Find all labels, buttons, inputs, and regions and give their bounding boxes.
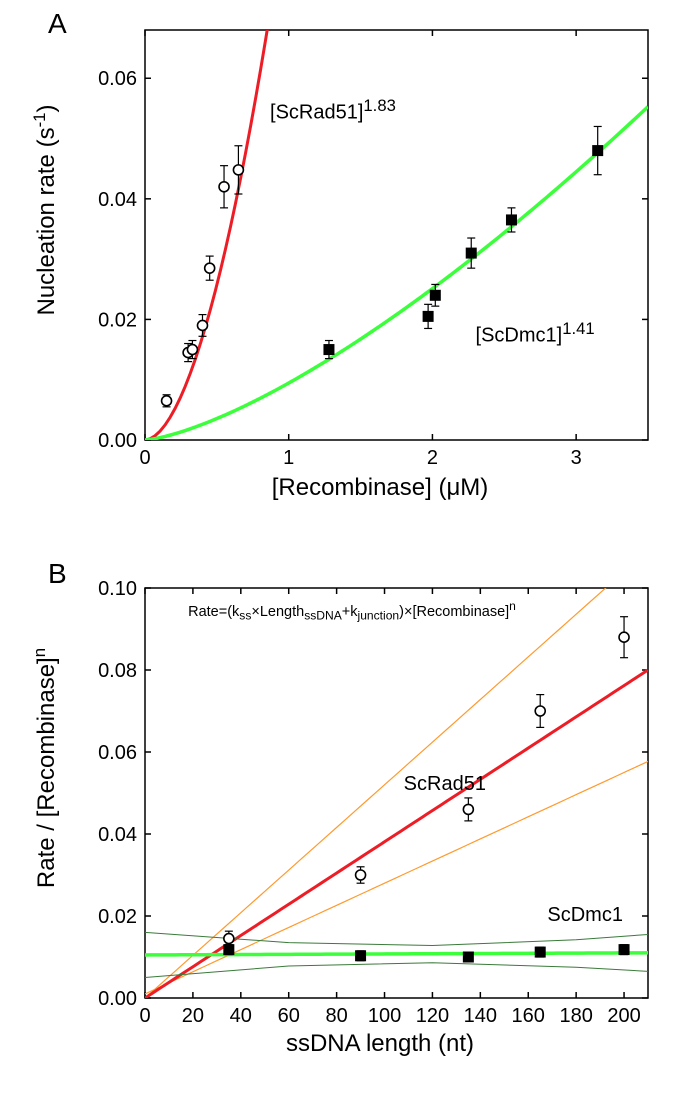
svg-text:120: 120 — [416, 1005, 449, 1027]
chart-b-svg: 0 20 40 60 80 100 120 140 160 180 200 0.00 0.02 0.04 0… — [0, 558, 678, 1058]
svg-text:0.08: 0.08 — [98, 660, 137, 682]
svg-text:100: 100 — [368, 1005, 401, 1027]
svg-text:40: 40 — [230, 1005, 252, 1027]
svg-text:0: 0 — [139, 447, 150, 469]
svg-text:0: 0 — [139, 1005, 150, 1027]
svg-text:0.04: 0.04 — [98, 189, 137, 211]
svg-text:0.00: 0.00 — [98, 988, 137, 1010]
panel-a: A 01230.000.020.040.06[ScRad51]1.83[ScDm… — [0, 0, 678, 520]
svg-text:0.04: 0.04 — [98, 824, 137, 846]
svg-text:0.06: 0.06 — [98, 742, 137, 764]
svg-text:3: 3 — [571, 447, 582, 469]
svg-text:1: 1 — [283, 447, 294, 469]
svg-text:0.02: 0.02 — [98, 906, 137, 928]
chart-a-ylabel: Nucleation rate (s-1) — [30, 40, 61, 380]
svg-text:2: 2 — [427, 447, 438, 469]
chart-b-xlabel: ssDNA length (nt) — [145, 1030, 615, 1058]
svg-text:0.02: 0.02 — [98, 309, 137, 331]
svg-text:0.00: 0.00 — [98, 430, 137, 452]
svg-text:0.06: 0.06 — [98, 68, 137, 90]
chart-a-xlabel: [Recombinase] (μM) — [145, 474, 615, 502]
svg-text:20: 20 — [182, 1005, 204, 1027]
svg-text:160: 160 — [512, 1005, 545, 1027]
svg-text:180: 180 — [559, 1005, 592, 1027]
page: A 01230.000.020.040.06[ScRad51]1.83[ScDm… — [0, 0, 678, 1100]
svg-text:80: 80 — [325, 1005, 347, 1027]
panel-b: B 0204060801001201401601802000.000.020.0… — [0, 558, 678, 1098]
chart-a: 01230.000.020.040.06[ScRad51]1.83[ScDmc1… — [0, 0, 678, 500]
chart-b-ylabel: Rate / [Recombinase]n — [30, 598, 61, 938]
svg-text:140: 140 — [464, 1005, 497, 1027]
chart-a-svg: 01230.000.020.040.06[ScRad51]1.83[ScDmc1… — [0, 0, 678, 500]
svg-text:60: 60 — [278, 1005, 300, 1027]
svg-text:0.10: 0.10 — [98, 578, 137, 600]
chart-b: 0 20 40 60 80 100 120 140 160 180 200 0.00 0.02 0.04 0… — [0, 558, 678, 1058]
svg-text:200: 200 — [607, 1005, 640, 1027]
